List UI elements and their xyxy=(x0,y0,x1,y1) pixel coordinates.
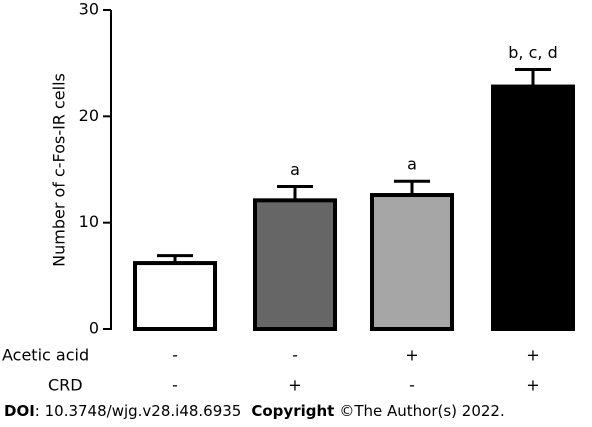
doi-label: DOI xyxy=(4,402,35,420)
y-axis-label: Number of c-Fos-IR cells xyxy=(50,73,69,267)
row-value: - xyxy=(409,376,415,395)
annotation: a xyxy=(290,160,300,179)
row-value: + xyxy=(405,346,418,365)
row-value: - xyxy=(172,346,178,365)
row-value: - xyxy=(292,346,298,365)
footer: DOI: 10.3748/wjg.v28.i48.6935 Copyright ©T… xyxy=(4,402,505,420)
annotation: b, c, d xyxy=(508,43,557,62)
row-value: + xyxy=(288,376,301,395)
row-value: + xyxy=(526,346,539,365)
y-tick-label: 10 xyxy=(79,212,99,231)
bar xyxy=(491,84,575,331)
bar xyxy=(370,193,454,331)
y-tick-label: 30 xyxy=(79,0,99,19)
bar xyxy=(133,261,217,331)
y-tick-label: 0 xyxy=(89,319,99,338)
row-value: + xyxy=(526,376,539,395)
doi: : 10.3748/wjg.v28.i48.6935 xyxy=(35,402,242,420)
row-value: - xyxy=(172,376,178,395)
annotation: a xyxy=(407,155,417,174)
row-label: CRD xyxy=(48,376,83,395)
copyright: ©The Author(s) 2022. xyxy=(339,402,504,420)
copyright-label: Copyright xyxy=(251,402,334,420)
y-tick-label: 20 xyxy=(79,106,99,125)
row-label: Acetic acid xyxy=(2,346,89,365)
bar xyxy=(253,198,337,331)
